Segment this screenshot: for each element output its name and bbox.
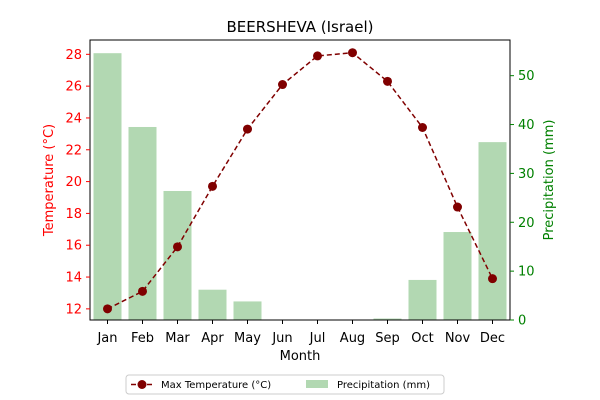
y-right-tick-label: 50 [518,69,535,84]
temperature-point-jun [278,80,287,89]
temperature-point-jan [103,304,112,313]
y-left-tick-label: 26 [65,80,82,95]
y-right-tick-label: 0 [518,314,526,329]
y-right-tick-label: 10 [518,265,535,280]
temperature-point-apr [208,182,217,191]
temperature-line [103,48,497,313]
y-axis-right: 0 10 20 30 40 50 [510,69,535,328]
y-left-tick-label: 16 [65,239,82,254]
legend-temperature-label: Max Temperature (°C) [161,380,271,391]
temperature-point-oct [418,123,427,132]
y-left-tick-label: 28 [65,48,82,63]
temperature-point-may [243,125,252,134]
legend: Max Temperature (°C) Precipitation (mm) [126,375,444,394]
y-left-tick-label: 18 [65,207,82,222]
legend-precipitation-label: Precipitation (mm) [337,380,430,391]
x-tick-label: Aug [340,331,365,346]
y-axis-left: 12 14 16 18 20 22 24 26 28 [65,48,90,318]
temperature-point-dec [488,274,497,283]
x-tick-label: Apr [201,331,224,346]
x-tick-label: Jul [309,331,326,346]
y-left-tick-label: 20 [65,175,82,190]
y-left-tick-label: 12 [65,302,82,317]
x-tick-label: Jun [271,331,292,346]
y-axis-left-title: Temperature (°C) [42,124,57,237]
x-tick-label: Dec [480,331,505,346]
chart-title: BEERSHEVA (Israel) [227,18,374,36]
precipitation-bars [94,53,507,320]
x-tick-label: Mar [165,331,190,346]
y-axis-right-title: Precipitation (mm) [542,120,557,241]
y-right-tick-label: 20 [518,216,535,231]
y-left-tick-label: 24 [65,111,82,126]
precipitation-bar-jan [94,53,122,320]
precipitation-bar-nov [444,232,472,320]
temperature-point-aug [348,48,357,57]
temperature-point-nov [453,203,462,212]
x-tick-label: Feb [131,331,154,346]
x-tick-label: Nov [445,331,471,346]
legend-precipitation-swatch [306,380,328,388]
precipitation-bar-mar [164,191,192,320]
x-tick-label: Jan [96,331,117,346]
x-axis: Jan Feb Mar Apr May Jun Jul Aug Sep Oct Nov Dec [96,320,505,346]
y-right-tick-label: 30 [518,167,535,182]
x-tick-label: Oct [411,331,433,346]
x-tick-label: Sep [375,331,400,346]
legend-temperature-marker [138,380,147,389]
precipitation-bar-dec [479,142,507,320]
y-right-tick-label: 40 [518,118,535,133]
precipitation-bar-oct [409,280,437,320]
temperature-point-jul [313,51,322,60]
precipitation-bar-apr [199,290,227,320]
temperature-point-feb [138,287,147,296]
y-left-tick-label: 22 [65,143,82,158]
y-left-tick-label: 14 [65,271,82,286]
x-axis-title: Month [280,349,321,364]
temperature-point-mar [173,242,182,251]
temperature-point-sep [383,77,392,86]
precipitation-bar-may [234,301,262,320]
x-tick-label: May [234,331,261,346]
